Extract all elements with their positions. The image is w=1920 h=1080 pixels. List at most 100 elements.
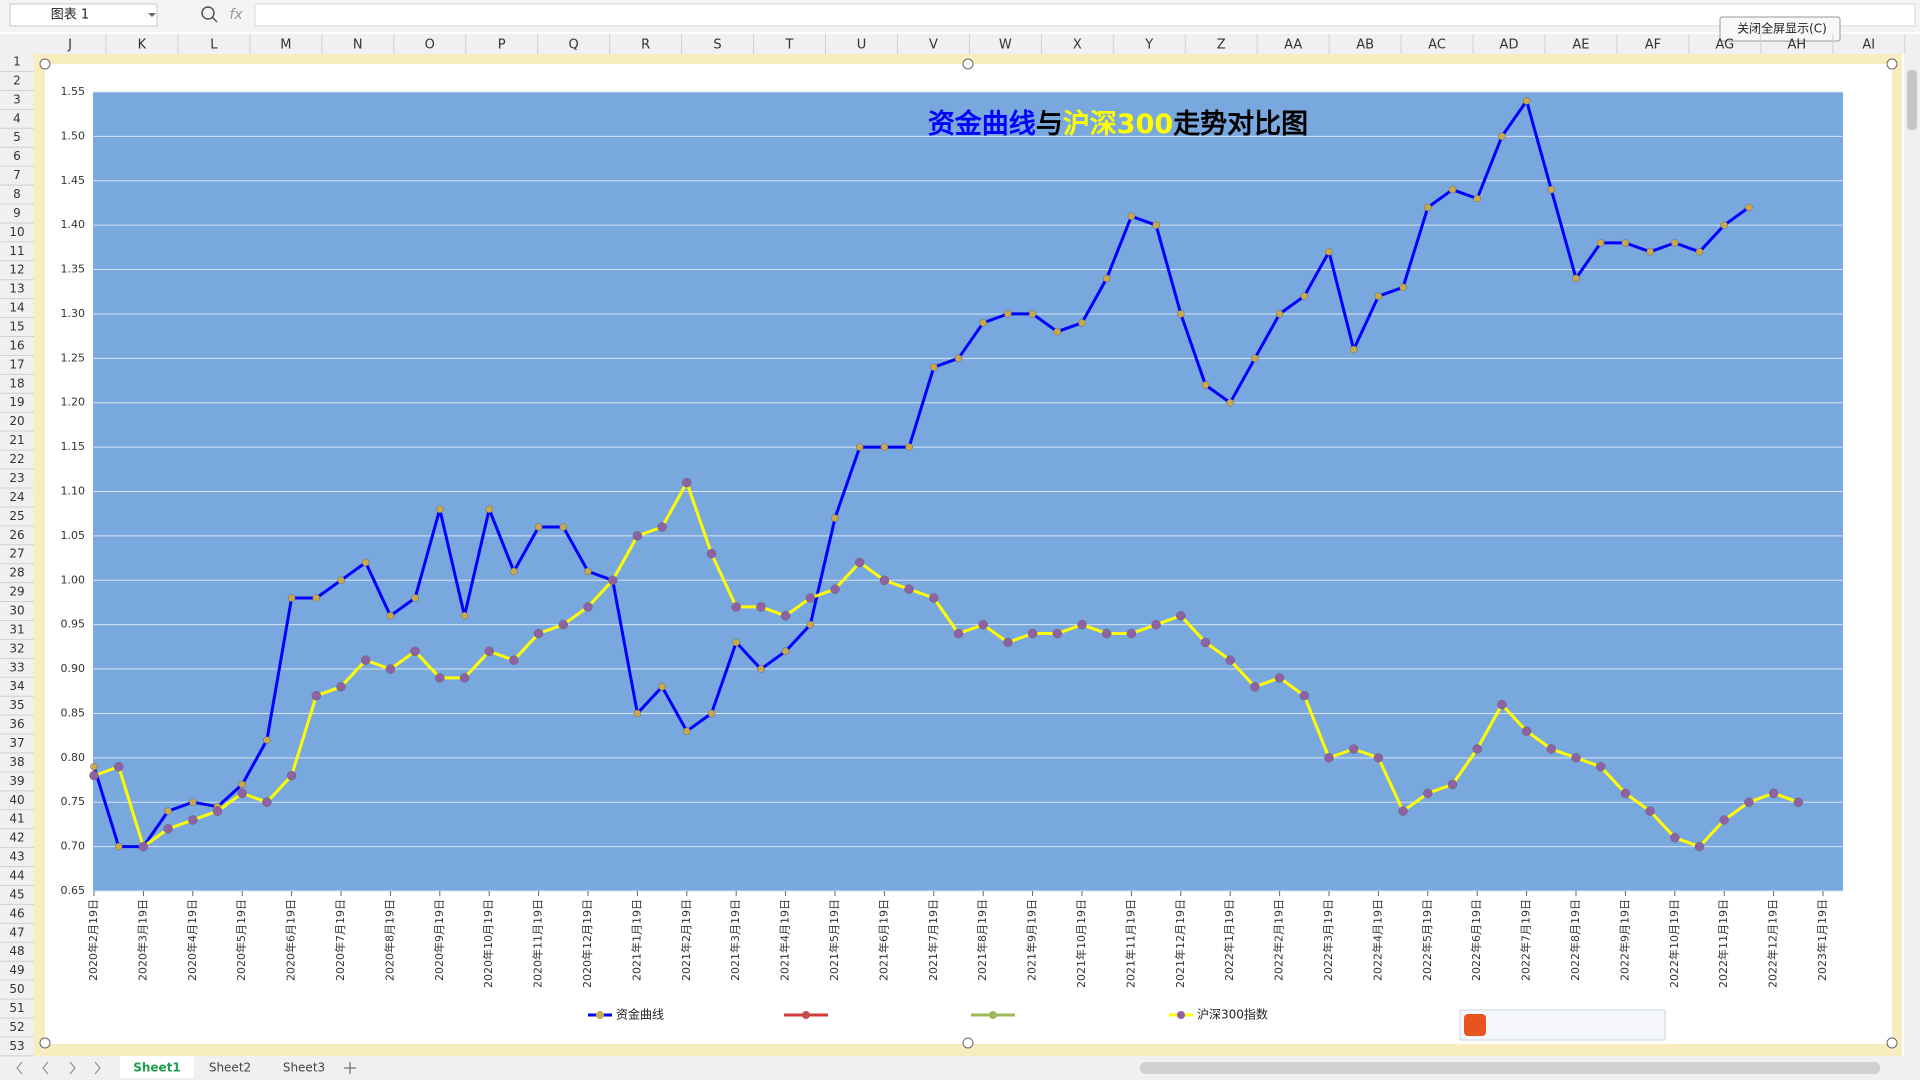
row-header[interactable]: 6 xyxy=(13,149,21,163)
row-header[interactable]: 19 xyxy=(9,395,24,409)
formula-input[interactable] xyxy=(254,3,1916,27)
row-header[interactable]: 32 xyxy=(9,641,24,655)
row-header[interactable]: 9 xyxy=(13,206,21,220)
row-header[interactable]: 43 xyxy=(9,850,24,864)
row-header[interactable]: 4 xyxy=(13,111,21,125)
row-header[interactable]: 10 xyxy=(9,225,24,239)
column-header[interactable]: K xyxy=(138,38,147,53)
row-header[interactable]: 37 xyxy=(9,736,24,750)
column-header[interactable]: S xyxy=(713,38,721,53)
row-header[interactable]: 51 xyxy=(9,1001,24,1015)
row-header[interactable]: 53 xyxy=(9,1039,24,1053)
row-header[interactable]: 31 xyxy=(9,622,24,636)
row-header[interactable]: 28 xyxy=(9,566,24,580)
row-header[interactable]: 48 xyxy=(9,944,24,958)
column-header[interactable]: J xyxy=(67,38,72,53)
resize-handle[interactable] xyxy=(39,58,51,70)
row-header[interactable]: 30 xyxy=(9,603,24,617)
row-header[interactable]: 36 xyxy=(9,717,24,731)
column-header[interactable]: T xyxy=(785,38,794,53)
row-header[interactable]: 15 xyxy=(9,320,24,334)
row-header[interactable]: 23 xyxy=(9,471,24,485)
column-header[interactable]: AC xyxy=(1428,38,1446,53)
row-header[interactable]: 47 xyxy=(9,925,24,939)
sheet-nav-arrows[interactable] xyxy=(16,1061,101,1075)
row-header[interactable]: 25 xyxy=(9,509,24,523)
row-header[interactable]: 12 xyxy=(9,263,24,277)
column-header[interactable]: AI xyxy=(1862,38,1875,53)
row-header[interactable]: 20 xyxy=(9,414,24,428)
row-header[interactable]: 14 xyxy=(9,301,24,315)
column-header[interactable]: Z xyxy=(1217,38,1226,53)
resize-handle[interactable] xyxy=(39,1037,51,1049)
vertical-scrollbar[interactable] xyxy=(1904,54,1920,1056)
resize-handle[interactable] xyxy=(962,58,974,70)
column-header[interactable]: Q xyxy=(569,38,579,53)
row-header[interactable]: 26 xyxy=(9,528,24,542)
column-header[interactable]: Y xyxy=(1144,38,1153,53)
row-header[interactable]: 8 xyxy=(13,187,21,201)
row-header[interactable]: 7 xyxy=(13,168,21,182)
column-header[interactable]: R xyxy=(641,38,650,53)
close-fullscreen-button[interactable] xyxy=(1719,16,1841,42)
column-header[interactable]: M xyxy=(280,38,291,53)
sheet-tab[interactable]: Sheet1 xyxy=(133,1061,181,1075)
row-header[interactable]: 46 xyxy=(9,906,24,920)
row-header[interactable]: 50 xyxy=(9,982,24,996)
column-header[interactable]: U xyxy=(857,38,867,53)
name-box[interactable] xyxy=(9,3,158,27)
row-header[interactable]: 39 xyxy=(9,774,24,788)
column-header[interactable]: X xyxy=(1073,38,1082,53)
column-header[interactable]: AB xyxy=(1356,38,1374,53)
scroll-thumb[interactable] xyxy=(1907,70,1917,130)
row-header[interactable]: 13 xyxy=(9,282,24,296)
row-header[interactable]: 17 xyxy=(9,357,24,371)
column-header[interactable]: P xyxy=(498,38,506,53)
column-header[interactable]: O xyxy=(425,38,435,53)
horizontal-scrollbar[interactable] xyxy=(1140,1062,1880,1074)
row-header[interactable]: 42 xyxy=(9,831,24,845)
column-header[interactable]: AG xyxy=(1715,38,1734,53)
row-header[interactable]: 45 xyxy=(9,887,24,901)
row-header[interactable]: 41 xyxy=(9,812,24,826)
row-header[interactable]: 38 xyxy=(9,755,24,769)
row-header[interactable]: 5 xyxy=(13,130,21,144)
column-header[interactable]: N xyxy=(353,38,363,53)
row-header[interactable]: 35 xyxy=(9,698,24,712)
zoom-icon[interactable] xyxy=(201,6,215,20)
name-box-text[interactable]: 图表 1 xyxy=(51,8,89,23)
row-header[interactable]: 27 xyxy=(9,547,24,561)
row-header[interactable]: 34 xyxy=(9,679,24,693)
row-header[interactable]: 16 xyxy=(9,338,24,352)
resize-handle[interactable] xyxy=(962,1037,974,1049)
active-sheet-tab[interactable] xyxy=(120,1056,194,1078)
sheet-tab[interactable]: Sheet2 xyxy=(209,1061,251,1075)
column-header[interactable]: L xyxy=(210,38,218,53)
row-header[interactable]: 2 xyxy=(13,73,21,87)
column-header[interactable]: AE xyxy=(1572,38,1589,53)
column-header[interactable]: AD xyxy=(1500,38,1519,53)
dropdown-arrow[interactable] xyxy=(148,13,156,17)
resize-handle[interactable] xyxy=(1886,58,1898,70)
sheet-tab[interactable]: Sheet3 xyxy=(283,1061,325,1075)
resize-handle[interactable] xyxy=(1886,1037,1898,1049)
row-header[interactable]: 24 xyxy=(9,490,24,504)
add-sheet[interactable] xyxy=(344,1062,356,1074)
row-header[interactable]: 22 xyxy=(9,452,24,466)
column-header[interactable]: V xyxy=(929,38,938,53)
column-header[interactable]: AH xyxy=(1787,38,1806,53)
row-header[interactable]: 3 xyxy=(13,92,21,106)
row-header[interactable]: 44 xyxy=(9,868,24,882)
close-fullscreen-text[interactable]: 关闭全屏显示(C) xyxy=(1737,21,1827,36)
row-header[interactable]: 18 xyxy=(9,376,24,390)
row-header[interactable]: 33 xyxy=(9,660,24,674)
column-header[interactable]: W xyxy=(999,38,1012,53)
row-header[interactable]: 11 xyxy=(9,244,24,258)
row-header[interactable]: 21 xyxy=(9,433,24,447)
row-header[interactable]: 49 xyxy=(9,963,24,977)
column-header[interactable]: AF xyxy=(1645,38,1661,53)
row-header[interactable]: 1 xyxy=(13,55,21,69)
column-header[interactable]: AA xyxy=(1284,38,1302,53)
row-header[interactable]: 40 xyxy=(9,793,24,807)
row-header[interactable]: 52 xyxy=(9,1020,24,1034)
